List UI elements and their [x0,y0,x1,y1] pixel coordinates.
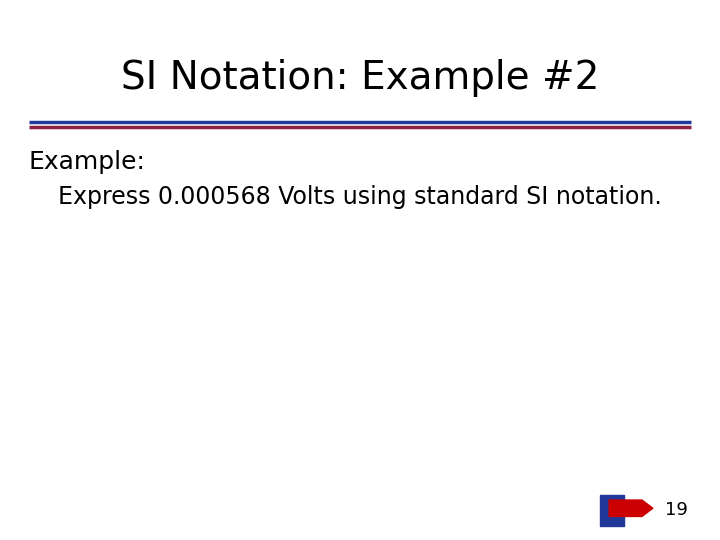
Text: 19: 19 [665,501,688,519]
Text: Example:: Example: [29,150,145,174]
Text: Express 0.000568 Volts using standard SI notation.: Express 0.000568 Volts using standard SI… [58,185,662,209]
Polygon shape [600,495,624,526]
Polygon shape [609,500,653,516]
Text: SI Notation: Example #2: SI Notation: Example #2 [121,59,599,97]
